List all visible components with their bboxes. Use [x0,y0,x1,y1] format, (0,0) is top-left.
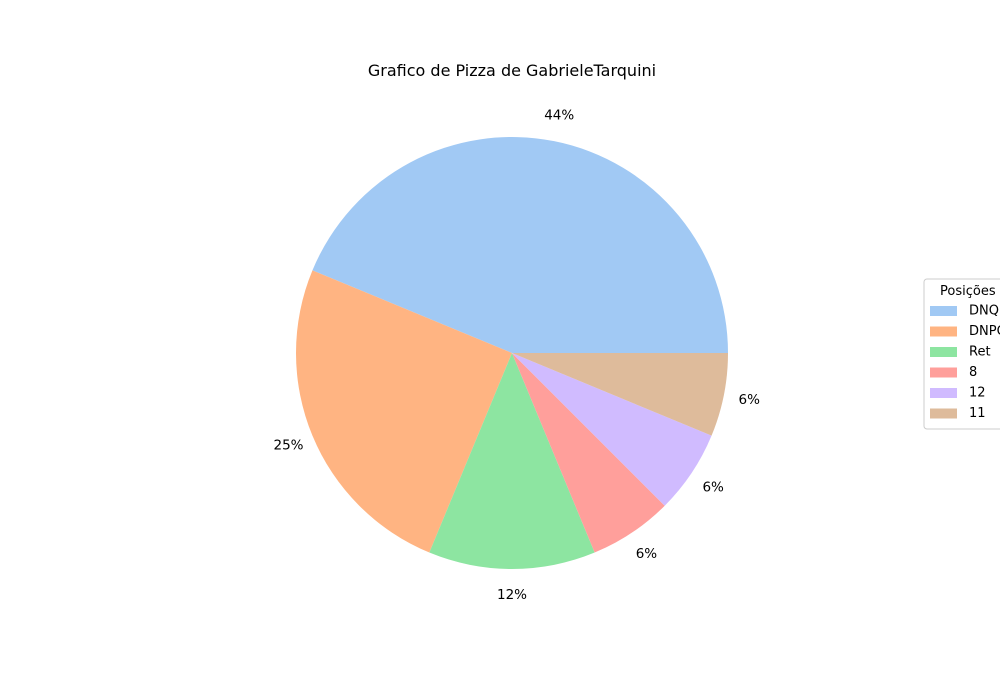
pie-label-8: 6% [636,546,658,562]
pie-label-12: 6% [702,479,724,495]
legend: Posições DNQ DNPQ Ret 8 12 11 [923,278,1000,430]
legend-swatch-12 [930,388,957,398]
pie-slice-ret [429,353,595,569]
legend-title: Posições [940,284,996,299]
pie-slice-12 [512,353,712,506]
legend-swatch-ret [930,347,957,357]
pie-slices [296,137,728,569]
pie-label-ret: 12% [497,587,527,603]
legend-label-11: 11 [969,406,986,421]
chart-title: Grafico de Pizza de GabrieleTarquini [368,61,656,80]
pie-slice-dnq [312,137,728,353]
legend-label-ret: Ret [969,345,991,360]
pie-percentage-labels: 44% 25% 12% 6% 6% 6% [273,108,760,603]
legend-label-dnpq: DNPQ [969,324,1000,339]
pie-label-11: 6% [739,392,761,408]
legend-swatch-8 [930,367,957,378]
pie-slice-dnpq [296,270,512,553]
pie-slice-11 [512,353,728,436]
legend-items: DNQ DNPQ Ret 8 12 11 [930,304,1000,421]
legend-label-dnq: DNQ [969,304,999,319]
legend-swatch-dnq [930,306,957,316]
pie-label-dnq: 44% [544,108,574,124]
pie-label-dnpq: 25% [273,438,303,454]
pie-slice-8 [512,353,665,553]
legend-swatch-11 [930,408,957,419]
legend-swatch-dnpq [930,326,957,337]
legend-label-8: 8 [969,365,977,380]
legend-label-12: 12 [969,386,986,401]
